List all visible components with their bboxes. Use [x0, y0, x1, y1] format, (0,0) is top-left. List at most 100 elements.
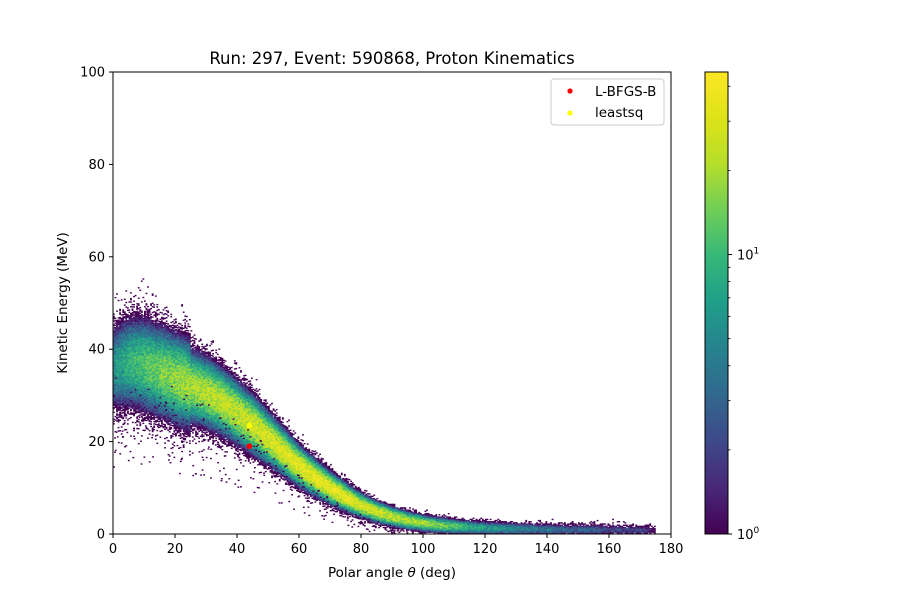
heatmap-cell — [130, 375, 132, 377]
heatmap-cell — [119, 308, 121, 311]
heatmap-cell — [122, 338, 125, 340]
heatmap-cell — [120, 328, 123, 330]
heatmap-cell — [117, 371, 120, 373]
heatmap-cell — [119, 380, 121, 382]
heatmap-cell — [123, 354, 126, 356]
heatmap-cell — [167, 310, 170, 312]
heatmap-cell — [113, 383, 115, 386]
heatmap-cell — [119, 401, 121, 403]
heatmap-cell — [113, 355, 115, 357]
heatmap-cell — [136, 305, 139, 307]
heatmap-cell — [123, 326, 126, 328]
heatmap-cell — [119, 400, 121, 402]
heatmap-cell — [128, 360, 131, 362]
heatmap-cell — [119, 333, 121, 335]
heatmap-cell — [122, 372, 125, 375]
heatmap-cell — [120, 365, 123, 367]
heatmap-cell — [113, 324, 115, 327]
heatmap-cell — [119, 338, 121, 341]
heatmap-cell — [128, 332, 131, 334]
heatmap-cell — [113, 406, 115, 409]
heatmap-cell — [125, 406, 128, 409]
heatmap-cell — [122, 347, 125, 349]
heatmap-cell — [123, 298, 126, 301]
heatmap-cell — [120, 397, 123, 399]
heatmap-cell — [119, 390, 121, 393]
heatmap-cell — [120, 360, 123, 362]
heatmap-cell — [128, 326, 131, 329]
heatmap-cell — [119, 405, 121, 408]
heatmap-cell — [120, 396, 123, 398]
heatmap-cell — [116, 360, 118, 362]
heatmap-cell — [120, 404, 123, 406]
heatmap-cell — [130, 389, 132, 391]
heatmap-cell — [125, 331, 128, 334]
heatmap-cell — [117, 339, 120, 341]
heatmap-cell — [122, 352, 125, 354]
heatmap-cell — [164, 322, 166, 324]
heatmap-cell — [125, 351, 128, 353]
heatmap-cell — [120, 363, 123, 366]
heatmap-cell — [130, 394, 132, 397]
heatmap-cell — [125, 391, 128, 394]
heatmap-cell — [190, 348, 193, 350]
heatmap-cell — [117, 358, 120, 361]
heatmap-cell — [113, 341, 115, 343]
heatmap-cell — [145, 426, 148, 429]
heatmap-cell — [116, 341, 118, 344]
heatmap-cell — [114, 389, 117, 391]
heatmap-cell — [128, 323, 131, 325]
heatmap-cell — [122, 327, 125, 330]
heatmap-cell — [117, 357, 120, 359]
heatmap-cell — [130, 376, 132, 378]
heatmap-cell — [120, 388, 123, 390]
heatmap-cell — [122, 348, 125, 351]
heatmap-cell — [114, 402, 117, 404]
heatmap-cell — [122, 309, 125, 311]
heatmap-cell — [123, 352, 126, 355]
heatmap-cell — [120, 323, 123, 325]
heatmap-cell — [137, 297, 140, 299]
heatmap-cell — [123, 393, 126, 395]
heatmap-cell — [165, 306, 168, 309]
heatmap-cell — [130, 337, 132, 339]
heatmap-cell — [140, 435, 143, 437]
heatmap-cell — [130, 312, 132, 315]
heatmap-cell — [125, 334, 128, 336]
heatmap-cell — [117, 364, 120, 366]
heatmap-cell — [113, 363, 115, 365]
heatmap-cell — [168, 426, 171, 428]
heatmap-cell — [125, 328, 128, 330]
heatmap-cell — [119, 336, 121, 338]
heatmap-cell — [125, 316, 128, 319]
heatmap-cell — [114, 345, 117, 347]
heatmap-cell — [123, 332, 126, 334]
heatmap-cell — [133, 429, 135, 432]
heatmap-cell — [119, 374, 121, 377]
heatmap-cell — [122, 354, 125, 356]
heatmap-cell — [120, 352, 123, 354]
heatmap-cell — [114, 331, 117, 334]
heatmap-cell — [120, 399, 123, 402]
heatmap-cell — [162, 326, 165, 328]
heatmap-cell — [116, 406, 118, 408]
heatmap-cell — [128, 357, 131, 360]
heatmap-cell — [120, 317, 123, 320]
heatmap-cell — [147, 309, 149, 311]
heatmap-cell — [125, 381, 128, 383]
heatmap-cell — [130, 398, 132, 400]
heatmap-cell — [185, 441, 188, 444]
heatmap-cell — [125, 408, 128, 410]
heatmap-cell — [119, 383, 121, 386]
heatmap-cell — [116, 377, 118, 379]
heatmap-cell — [181, 436, 183, 439]
heatmap-cell — [119, 318, 121, 320]
heatmap-cell — [122, 369, 125, 371]
heatmap-cell — [140, 310, 143, 312]
heatmap-cell — [136, 303, 139, 305]
heatmap-cell — [128, 368, 131, 370]
heatmap-cell — [125, 396, 128, 398]
heatmap-cell — [114, 393, 117, 396]
heatmap-cell — [116, 371, 118, 374]
heatmap-cell — [126, 335, 129, 337]
